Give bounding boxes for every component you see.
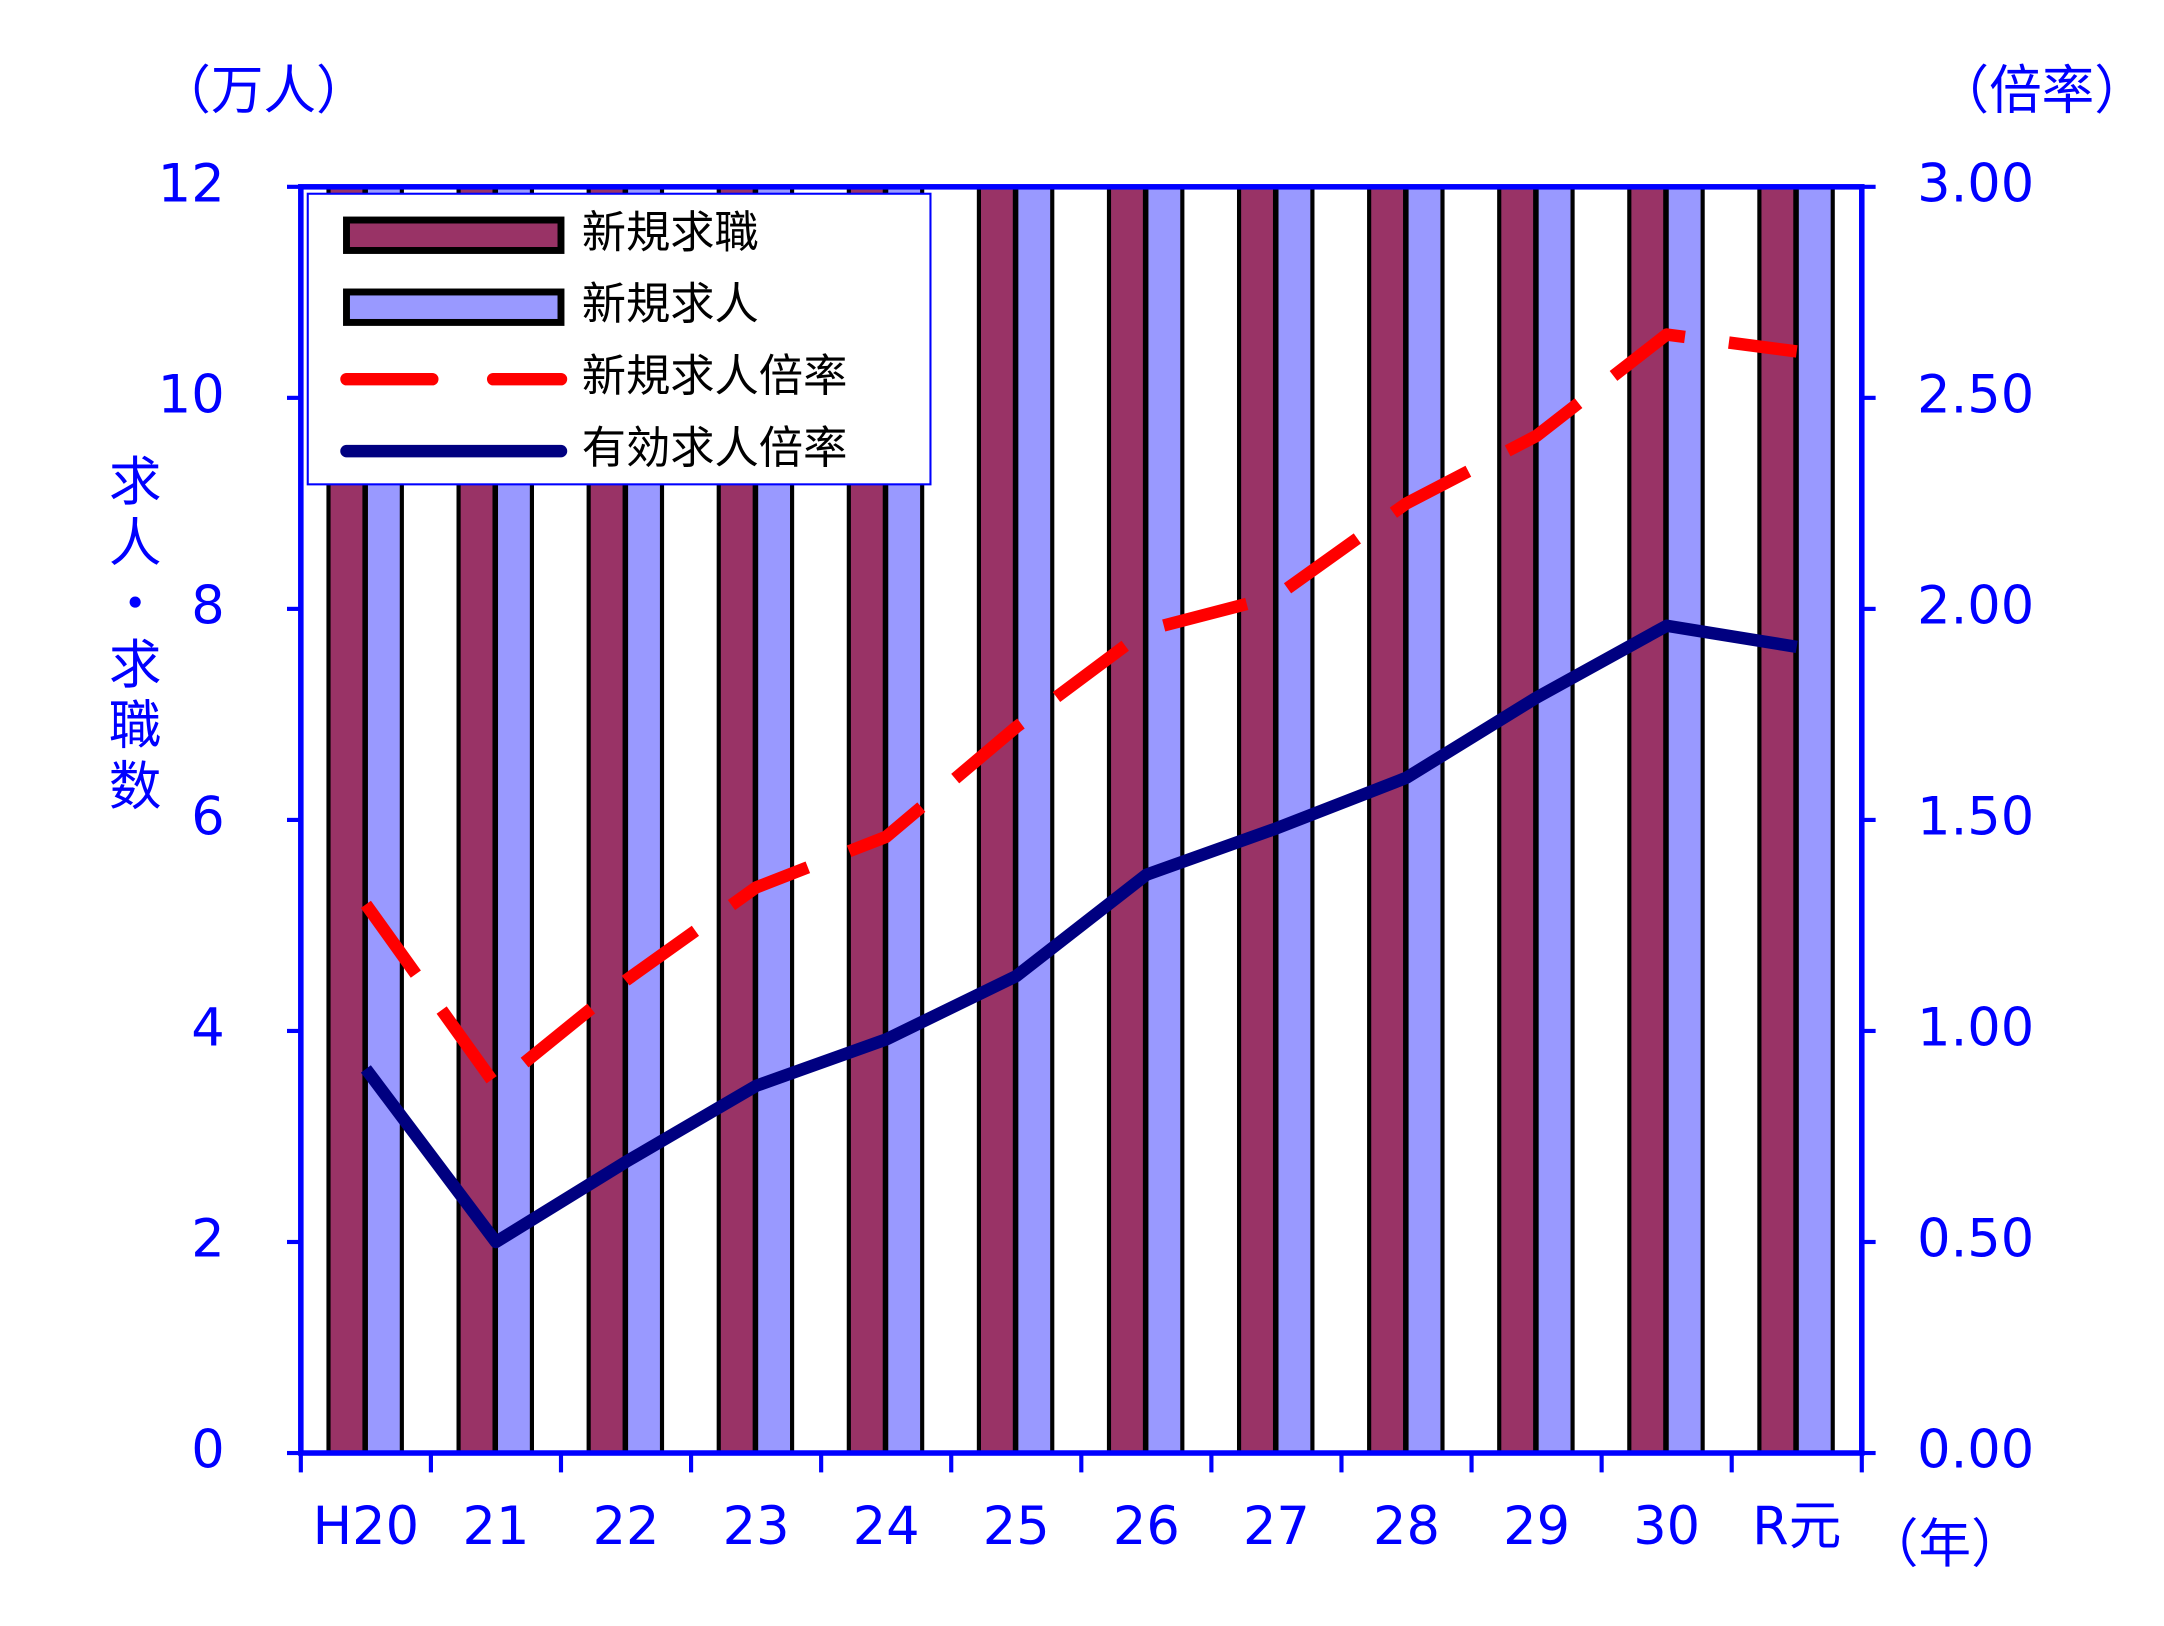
y-tick-label: 0 <box>191 1420 224 1481</box>
y-tick-label: 8 <box>191 576 224 637</box>
x-tick-label: 24 <box>853 1496 920 1557</box>
y2-tick-label: 0.50 <box>1917 1209 2034 1270</box>
x-tick-label: 21 <box>462 1496 529 1557</box>
y-tick-label: 10 <box>158 364 225 425</box>
x-tick-label: R元 <box>1752 1496 1841 1557</box>
y2-tick-label: 0.00 <box>1917 1420 2034 1481</box>
y-tick-label: 4 <box>191 998 224 1059</box>
bar <box>1144 186 1185 1454</box>
y2-tick-label: 2.00 <box>1917 576 2034 637</box>
x-label: （年） <box>1866 1514 2024 1575</box>
y-tick-label: 2 <box>191 1209 224 1270</box>
x-tick-label: 27 <box>1243 1496 1310 1557</box>
y-unit: （万人） <box>158 61 368 122</box>
legend-label: 新規求職 <box>582 207 759 258</box>
y2-tick-label: 1.50 <box>1917 787 2034 848</box>
bar <box>1534 186 1575 1454</box>
x-tick-label: 23 <box>723 1496 790 1557</box>
bar <box>1404 186 1445 1454</box>
x-tick-label: 28 <box>1373 1496 1440 1557</box>
legend-swatch <box>343 216 565 254</box>
y2-tick-label: 2.50 <box>1917 364 2034 425</box>
x-tick-label: 30 <box>1633 1496 1700 1557</box>
legend-label: 新規求人倍率 <box>582 351 848 402</box>
bar <box>1106 186 1148 1454</box>
x-tick-label: 25 <box>983 1496 1050 1557</box>
x-tick-label: 22 <box>593 1496 660 1557</box>
x-tick-label: 29 <box>1503 1496 1570 1557</box>
y-tick-label: 12 <box>158 153 225 214</box>
y2-tick-label: 3.00 <box>1917 153 2034 214</box>
bar <box>1664 186 1705 1454</box>
bar <box>1757 186 1798 1454</box>
line <box>360 328 1798 1093</box>
y2-unit: （倍率） <box>1937 61 2147 122</box>
bar <box>1236 186 1278 1454</box>
bar <box>1794 186 1835 1454</box>
line <box>360 619 1798 1249</box>
bar <box>1627 186 1668 1454</box>
bar <box>1274 186 1315 1454</box>
x-tick-label: H20 <box>313 1496 419 1557</box>
bar <box>976 186 1017 1454</box>
legend-swatch <box>343 288 565 326</box>
x-tick-label: 26 <box>1113 1496 1180 1557</box>
bar <box>1497 186 1538 1454</box>
legend-label: 新規求人 <box>582 279 759 330</box>
bar <box>1367 186 1408 1454</box>
y2-tick-label: 1.00 <box>1917 998 2034 1059</box>
bar <box>1014 186 1055 1454</box>
legend-label: 有効求人倍率 <box>582 423 848 474</box>
y-label: 求人・求職数 <box>100 454 161 819</box>
y-tick-label: 6 <box>191 787 224 848</box>
